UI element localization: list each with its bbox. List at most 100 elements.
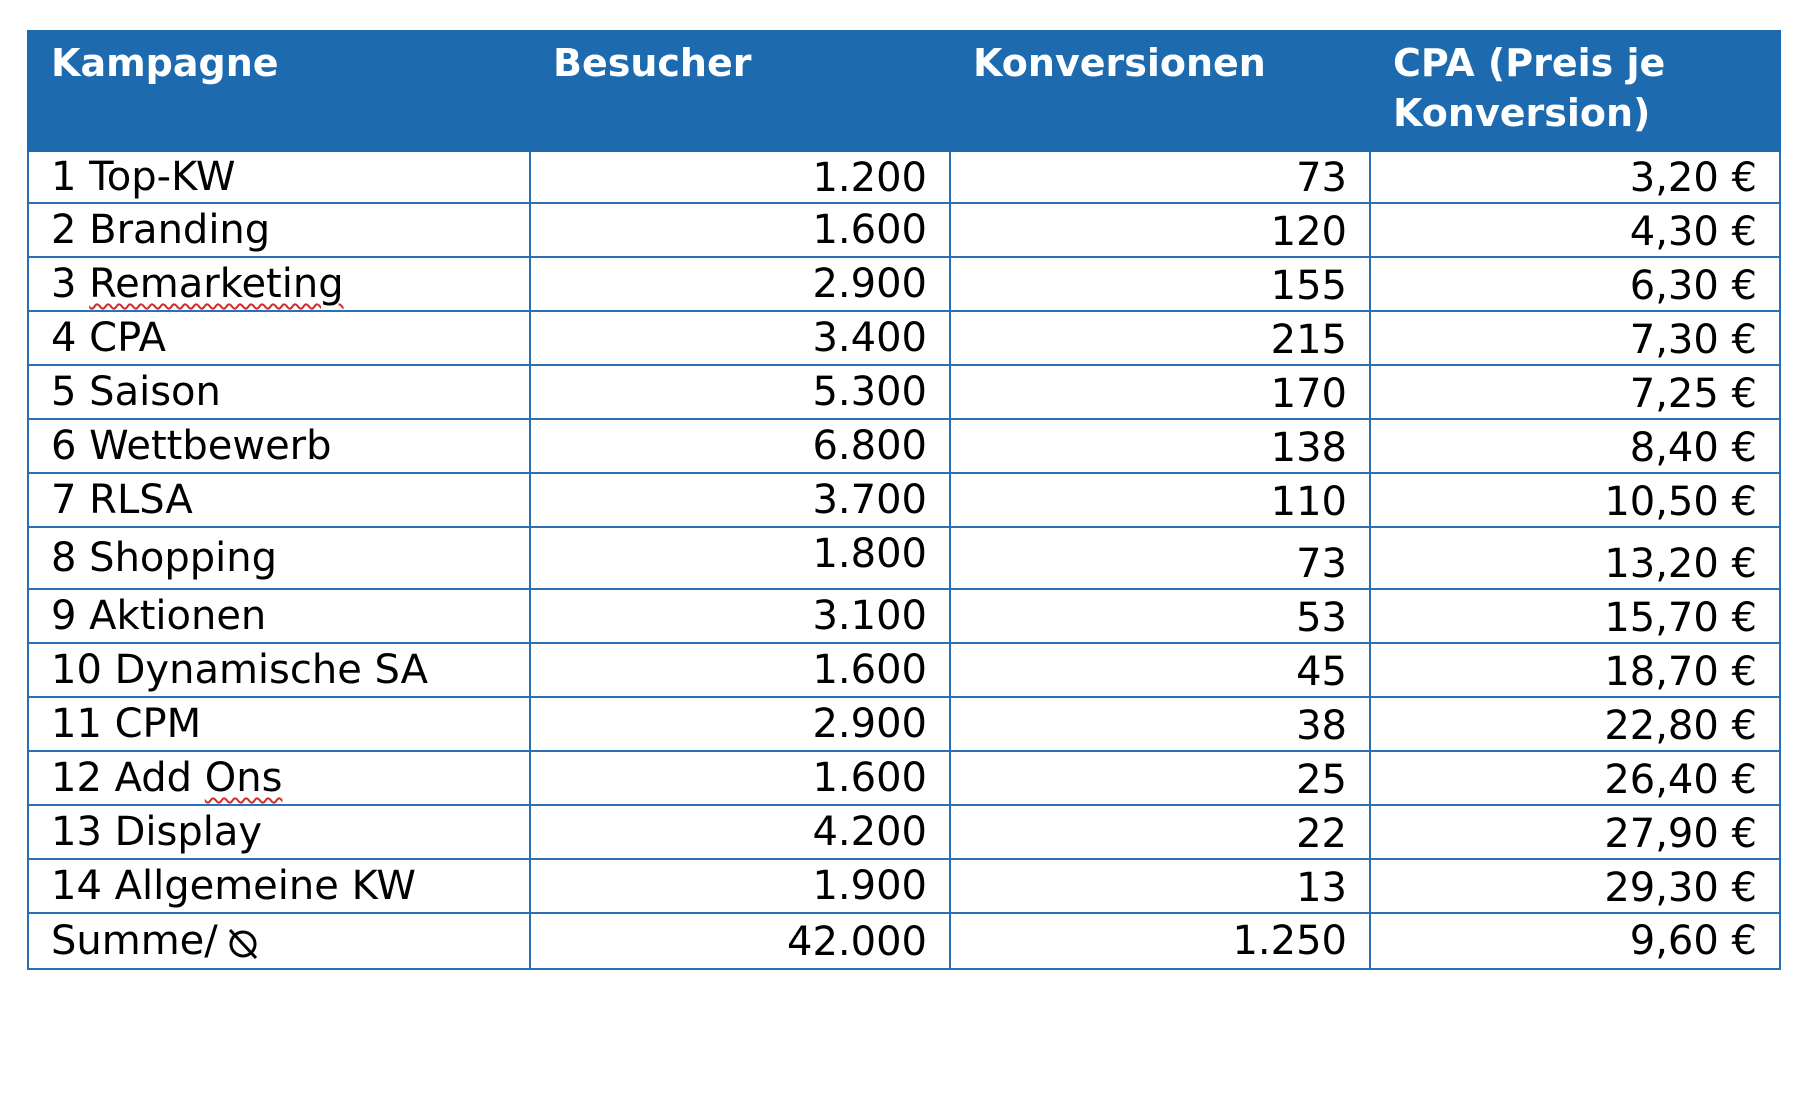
campaign-number: 8: [51, 535, 77, 581]
conversions-cell: 215: [949, 310, 1371, 366]
table-row: 9 Aktionen 3.100 53 15,70 €: [27, 588, 1781, 644]
campaign-name-cell: 6 Wettbewerb: [27, 418, 531, 474]
visitors-cell: 1.600: [529, 642, 951, 698]
table-row: 7 RLSA 3.700 110 10,50 €: [27, 472, 1781, 528]
campaign-number: 9: [51, 593, 77, 639]
sum-label-cell: Summe/: [27, 912, 531, 970]
cpa-cell: 6,30 €: [1369, 256, 1781, 312]
header-besucher: Besucher: [529, 30, 951, 152]
campaign-name: Saison: [89, 369, 221, 415]
visitors-cell: 1.900: [529, 858, 951, 914]
campaign-name-cell: 1 Top-KW: [27, 150, 531, 204]
campaign-number: 5: [51, 369, 77, 415]
campaign-name: Branding: [89, 207, 271, 253]
header-kampagne: Kampagne: [27, 30, 531, 152]
campaign-name: CPA: [89, 315, 167, 361]
campaign-name-cell: 9 Aktionen: [27, 588, 531, 644]
cpa-cell: 7,30 €: [1369, 310, 1781, 366]
table-row: 4 CPA 3.400 215 7,30 €: [27, 310, 1781, 366]
table-header: Kampagne Besucher Konversionen CPA (Prei…: [27, 30, 1781, 152]
table-body: 1 Top-KW 1.200 73 3,20 €2 Branding 1.600 120 4…: [27, 150, 1781, 970]
campaign-name: Remarketing: [89, 261, 344, 307]
campaign-name: Display: [114, 809, 263, 855]
table-row: 11 CPM 2.900 38 22,80 €: [27, 696, 1781, 752]
visitors-cell: 6.800: [529, 418, 951, 474]
campaign-name: Allgemeine KW: [114, 863, 416, 909]
visitors-cell: 2.900: [529, 256, 951, 312]
campaign-table: Kampagne Besucher Konversionen CPA (Prei…: [27, 30, 1781, 970]
visitors-cell: 3.400: [529, 310, 951, 366]
campaign-number: 10: [51, 647, 102, 693]
campaign-number: 4: [51, 315, 77, 361]
campaign-number: 14: [51, 863, 102, 909]
campaign-name: RLSA: [89, 477, 193, 523]
campaign-number: 13: [51, 809, 102, 855]
header-row: Kampagne Besucher Konversionen CPA (Prei…: [27, 30, 1781, 152]
conversions-cell: 155: [949, 256, 1371, 312]
visitors-cell: 1.800: [529, 526, 951, 590]
visitors-cell: 1.200: [529, 150, 951, 204]
conversions-cell: 170: [949, 364, 1371, 420]
visitors-cell: 3.100: [529, 588, 951, 644]
cpa-cell: 3,20 €: [1369, 150, 1781, 204]
conversions-cell: 110: [949, 472, 1371, 528]
campaign-number: 7: [51, 477, 77, 523]
header-cpa: CPA (Preis je Konversion): [1369, 30, 1781, 152]
campaign-number: 12: [51, 755, 102, 801]
campaign-number: 11: [51, 701, 102, 747]
visitors-cell: 5.300: [529, 364, 951, 420]
cpa-cell: 22,80 €: [1369, 696, 1781, 752]
sum-label: Summe/: [51, 918, 218, 964]
campaign-name-cell: 5 Saison: [27, 364, 531, 420]
campaign-name: Dynamische SA: [114, 647, 429, 693]
conversions-cell: 73: [949, 526, 1371, 590]
campaign-name-cell: 13 Display: [27, 804, 531, 860]
visitors-cell: 3.700: [529, 472, 951, 528]
campaign-name: Shopping: [89, 535, 278, 581]
visitors-cell: 1.600: [529, 750, 951, 806]
campaign-name-cell: 2 Branding: [27, 202, 531, 258]
cpa-cell: 4,30 €: [1369, 202, 1781, 258]
table-row: 10 Dynamische SA 1.600 45 18,70 €: [27, 642, 1781, 698]
sum-cpa-cell: 9,60 €: [1369, 912, 1781, 970]
conversions-cell: 13: [949, 858, 1371, 914]
conversions-cell: 73: [949, 150, 1371, 204]
cpa-cell: 10,50 €: [1369, 472, 1781, 528]
conversions-cell: 38: [949, 696, 1371, 752]
conversions-cell: 22: [949, 804, 1371, 860]
cpa-cell: 8,40 €: [1369, 418, 1781, 474]
conversions-cell: 45: [949, 642, 1371, 698]
sum-conversions-cell: 1.250: [949, 912, 1371, 970]
cpa-cell: 18,70 €: [1369, 642, 1781, 698]
sum-row: Summe/42.000 1.250 9,60 €: [27, 912, 1781, 970]
table-row: 12 Add Ons 1.600 25 26,40 €: [27, 750, 1781, 806]
visitors-cell: 1.600: [529, 202, 951, 258]
campaign-name-cell: 10 Dynamische SA: [27, 642, 531, 698]
cpa-cell: 29,30 €: [1369, 858, 1781, 914]
table-row: 2 Branding 1.600 120 4,30 €: [27, 202, 1781, 258]
header-konversionen: Konversionen: [949, 30, 1371, 152]
campaign-name: Add Ons: [114, 755, 283, 801]
campaign-name: CPM: [114, 701, 202, 747]
cpa-cell: 26,40 €: [1369, 750, 1781, 806]
campaign-number: 2: [51, 207, 77, 253]
sum-visitors-cell: 42.000: [529, 912, 951, 970]
campaign-number: 6: [51, 423, 77, 469]
visitors-cell: 4.200: [529, 804, 951, 860]
table-row: 14 Allgemeine KW 1.900 13 29,30 €: [27, 858, 1781, 914]
cpa-cell: 15,70 €: [1369, 588, 1781, 644]
cpa-cell: 27,90 €: [1369, 804, 1781, 860]
campaign-number: 1: [51, 154, 77, 200]
average-icon: [228, 928, 257, 960]
conversions-cell: 25: [949, 750, 1371, 806]
cpa-cell: 13,20 €: [1369, 526, 1781, 590]
conversions-cell: 53: [949, 588, 1371, 644]
campaign-name-cell: 14 Allgemeine KW: [27, 858, 531, 914]
table-row: 13 Display 4.200 22 27,90 €: [27, 804, 1781, 860]
campaign-name: Top-KW: [89, 154, 236, 200]
campaign-name-cell: 3 Remarketing: [27, 256, 531, 312]
conversions-cell: 120: [949, 202, 1371, 258]
conversions-cell: 138: [949, 418, 1371, 474]
table-row: 3 Remarketing 2.900 155 6,30 €: [27, 256, 1781, 312]
table-row: 5 Saison 5.300 170 7,25 €: [27, 364, 1781, 420]
